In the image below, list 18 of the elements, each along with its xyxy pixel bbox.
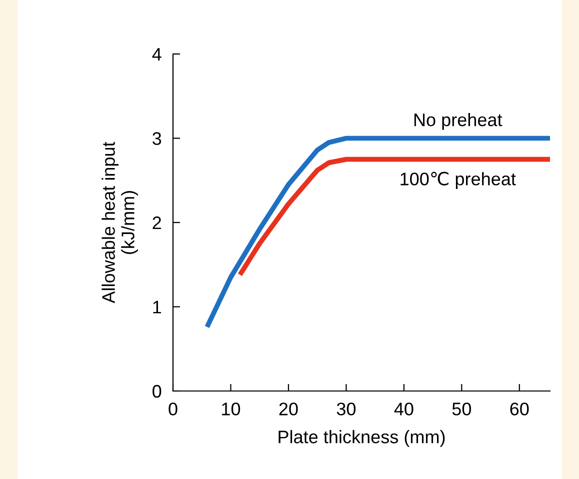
y-tick-label: 4 <box>152 48 162 61</box>
x-tick-label: 40 <box>394 402 414 416</box>
series-label: 100℃ preheat <box>400 172 516 189</box>
x-tick-label: 20 <box>279 402 298 416</box>
x-axis-title: Plate thickness (mm) <box>278 430 445 447</box>
y-tick-label: 3 <box>152 132 162 145</box>
line-series <box>238 156 550 278</box>
x-tick-label: 0 <box>168 402 178 416</box>
x-tick-label: 30 <box>336 402 356 416</box>
y-tick-label: 0 <box>152 384 162 398</box>
x-tick-label: 50 <box>452 402 472 416</box>
y-axis-title: Allowable heat input (kJ/mm) <box>102 142 138 304</box>
series-label: No preheat <box>414 112 502 130</box>
x-tick-label: 60 <box>510 402 529 416</box>
y-tick-label: 2 <box>152 216 161 230</box>
y-tick-label: 1 <box>153 300 162 314</box>
x-tick-label: 10 <box>222 402 240 416</box>
line-series <box>204 136 550 330</box>
